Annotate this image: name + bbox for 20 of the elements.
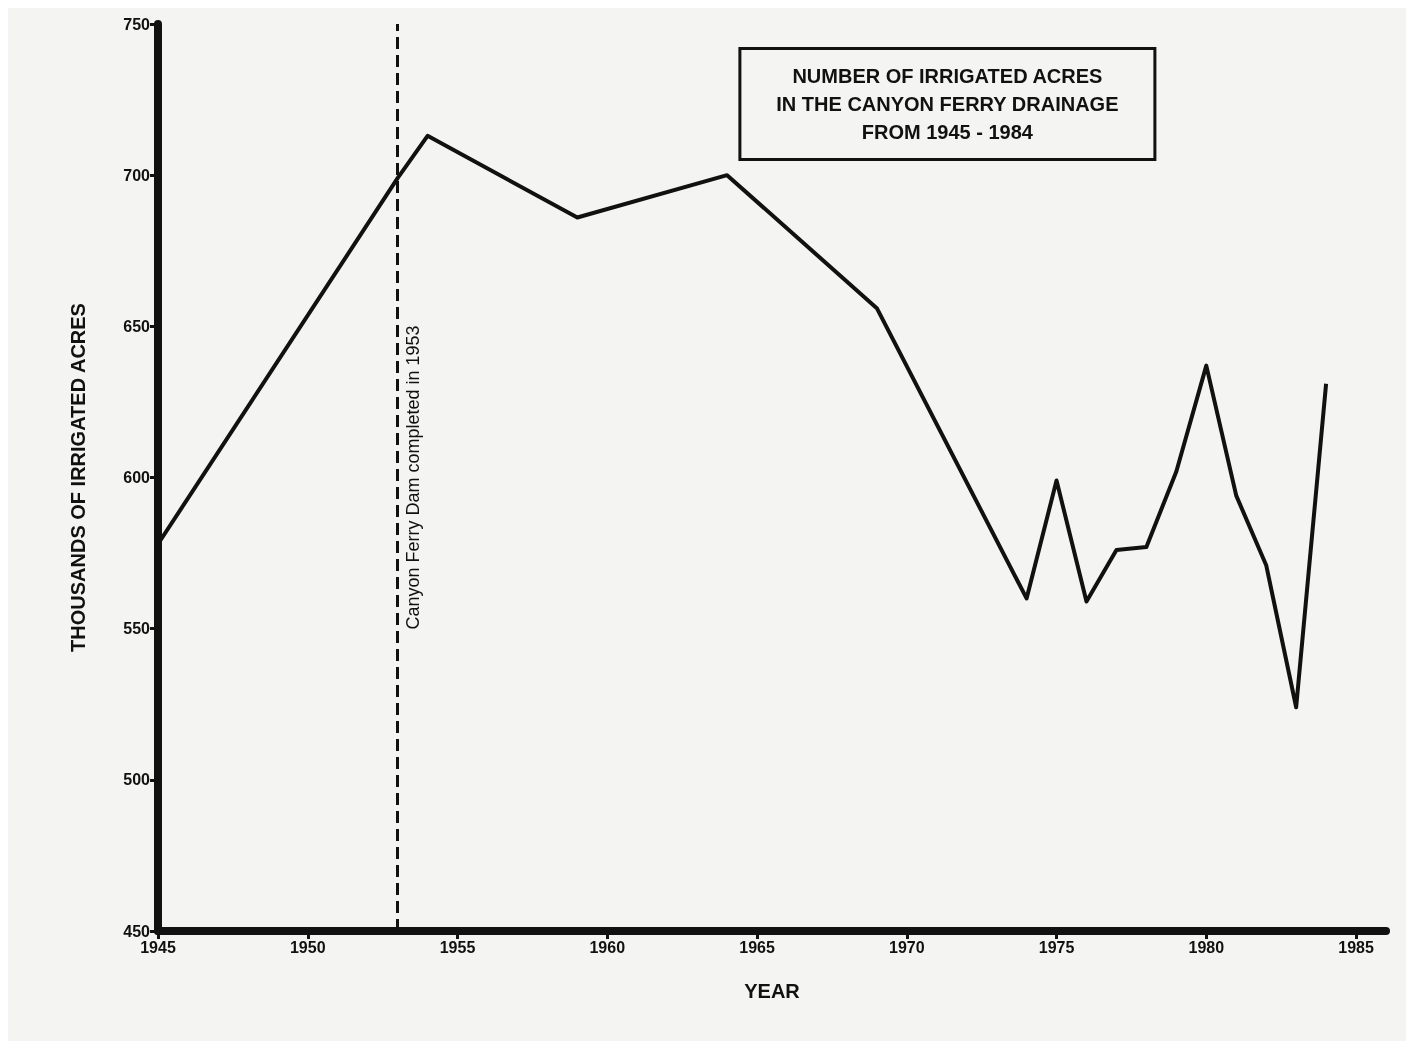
x-tick-label: 1945 xyxy=(140,938,176,956)
x-tick-label: 1975 xyxy=(1038,938,1075,956)
y-tick-label: 500 xyxy=(123,771,151,789)
y-tick-label: 450 xyxy=(123,922,151,940)
text: NUMBER OF IRRIGATED ACRES IN THE CANYON FERRY DRAINAGE FROM 1945 - 1984 xyxy=(776,65,1119,143)
y-axis-title: THOUSANDS OF IRRIGATED ACRES xyxy=(67,303,89,652)
x-tick-label: 1980 xyxy=(1188,938,1225,956)
ref-line-label: Canyon Ferry Dam completed in 1953 xyxy=(402,325,423,630)
x-tick-label: 1950 xyxy=(289,938,326,956)
y-tick-label: 550 xyxy=(123,620,151,638)
x-tick-label: 1985 xyxy=(1338,938,1374,956)
x-axis-title: YEAR xyxy=(744,980,801,1002)
y-tick-label: 750 xyxy=(123,15,151,33)
x-tick-label: 1970 xyxy=(888,938,925,956)
y-tick-label: 650 xyxy=(123,317,151,335)
x-tick-label: 1960 xyxy=(589,938,626,956)
x-tick-label: 1955 xyxy=(439,938,476,956)
y-tick-label: 700 xyxy=(123,166,151,184)
x-tick-label: 1965 xyxy=(739,938,775,956)
y-tick-label: 600 xyxy=(123,469,151,486)
